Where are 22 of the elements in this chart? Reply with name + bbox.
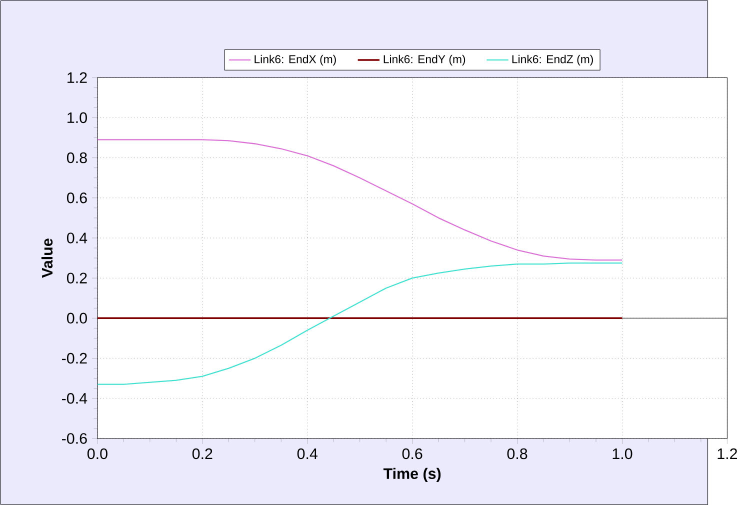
y-tick-label: 0.6 xyxy=(66,192,87,204)
legend-label: Link6: EndY (m) xyxy=(384,54,466,66)
x-tick-label: 0.2 xyxy=(192,448,212,460)
legend-label: Link6: EndX (m) xyxy=(254,54,336,66)
y-tick-label: -0.2 xyxy=(62,352,87,364)
y-tick-label: 0.0 xyxy=(66,312,87,324)
y-tick-label: 1.0 xyxy=(68,112,87,123)
x-tick-label: 0.0 xyxy=(87,448,108,460)
y-axis-title: Value xyxy=(41,238,53,278)
legend-label: Link6: EndZ (m) xyxy=(512,54,593,66)
y-tick-label: 0.4 xyxy=(66,232,88,244)
y-tick-label: -0.6 xyxy=(62,432,87,444)
y-tick-label: 1.2 xyxy=(68,72,87,83)
x-axis-title: Time (s) xyxy=(383,468,441,482)
y-tick-label: 0.8 xyxy=(66,152,87,164)
x-tick-label: 0.6 xyxy=(402,448,422,460)
y-tick-label: 0.2 xyxy=(66,272,87,284)
x-tick-label: 0.8 xyxy=(507,448,528,460)
y-tick-label: -0.4 xyxy=(62,392,88,404)
x-tick-label: 0.4 xyxy=(297,448,318,460)
x-tick-label: 1.0 xyxy=(612,448,632,460)
x-tick-label: 1.2 xyxy=(718,448,738,459)
